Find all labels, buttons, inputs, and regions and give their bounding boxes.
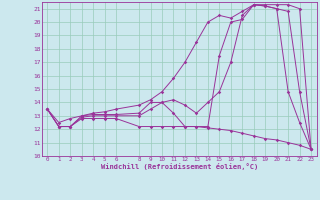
X-axis label: Windchill (Refroidissement éolien,°C): Windchill (Refroidissement éolien,°C) [100,163,258,170]
